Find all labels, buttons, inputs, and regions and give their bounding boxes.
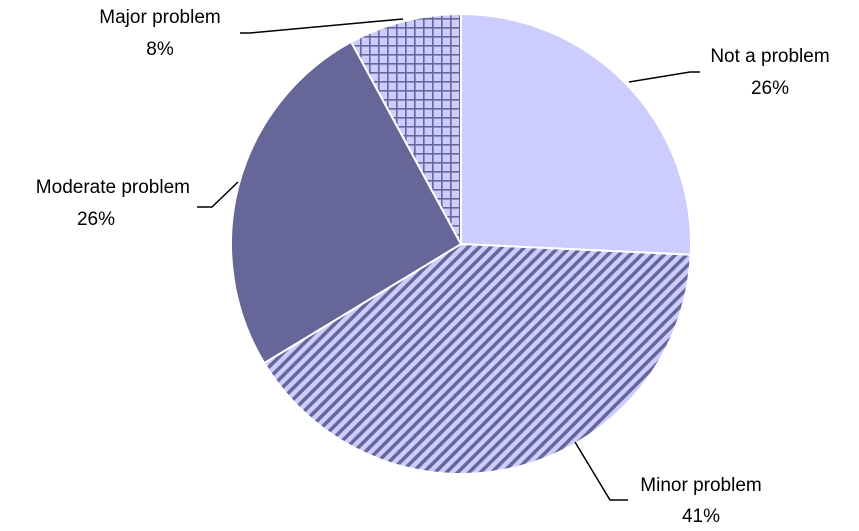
slice-value-label: 8% bbox=[146, 39, 174, 60]
slice-value-label: 41% bbox=[682, 506, 720, 527]
leader-line bbox=[240, 18, 404, 34]
slice-label: Moderate problem bbox=[36, 177, 190, 198]
leader-line bbox=[197, 181, 239, 208]
leader-line bbox=[628, 71, 700, 83]
slice-label: Not a problem bbox=[710, 46, 829, 67]
pie-slice bbox=[230, 40, 463, 365]
pie-slice bbox=[460, 12, 692, 256]
pie-slice bbox=[262, 242, 692, 475]
slice-value-label: 26% bbox=[77, 209, 115, 230]
slice-label: Minor problem bbox=[640, 475, 761, 496]
leader-line bbox=[574, 441, 628, 501]
pie-slice bbox=[349, 12, 462, 245]
slice-label: Major problem bbox=[99, 7, 220, 28]
slice-value-label: 26% bbox=[751, 78, 789, 99]
